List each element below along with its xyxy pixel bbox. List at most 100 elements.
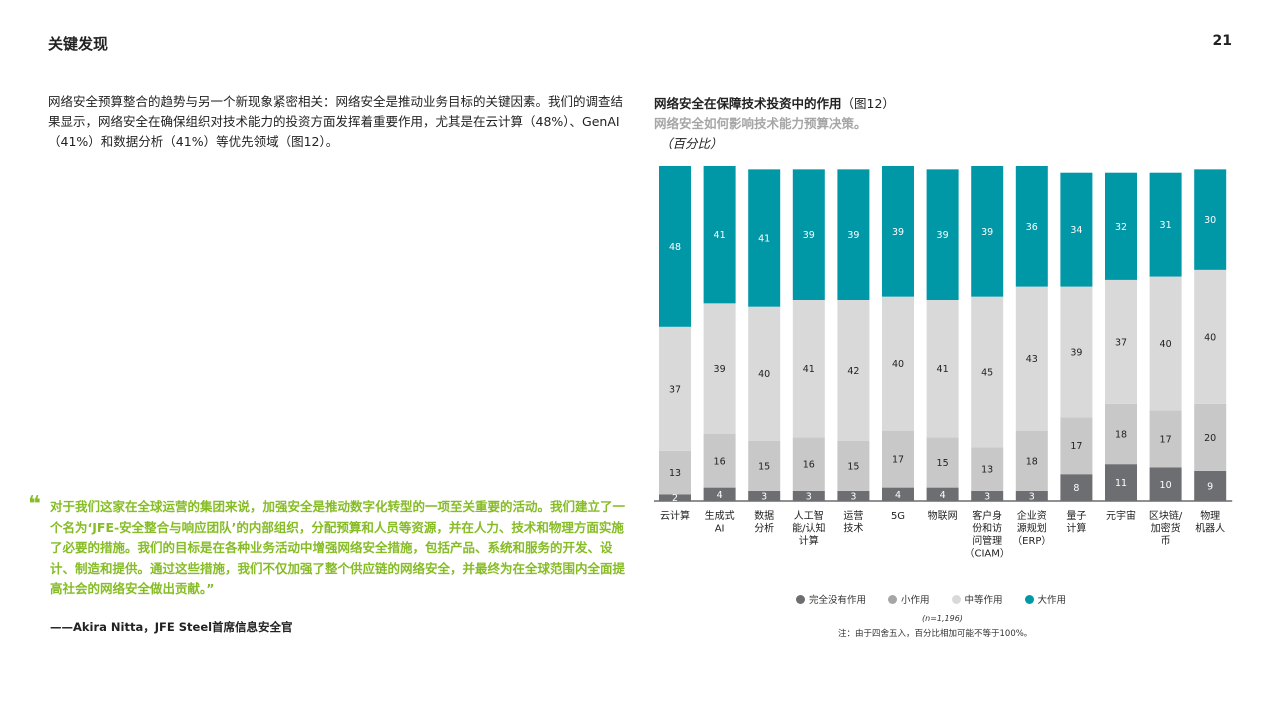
data-label: 4 [895,490,901,501]
bar-segment [748,169,781,307]
bar-segment [882,296,914,431]
bar-segment [837,490,870,501]
legend-item: 中等作用 [951,592,1003,606]
bar-segment [882,430,914,488]
bar-segment [659,166,691,327]
bar-segment [1015,430,1048,491]
data-label: 45 [981,368,993,379]
bar-segment [792,300,825,438]
legend-swatch [1024,594,1034,604]
data-label: 40 [758,369,770,380]
data-label: 43 [1026,354,1038,365]
data-label: 41 [803,364,815,375]
bar-segment [1060,417,1093,475]
bar-segment [792,437,825,491]
data-label: 13 [669,468,681,479]
bar-segment [659,494,691,501]
data-label: 34 [1070,225,1082,236]
chart-title: 网络安全在保障技术投资中的作用（图12） [654,96,895,111]
bar-segment [926,437,959,488]
data-label: 16 [714,456,726,467]
data-label: 3 [806,491,812,502]
data-label: 4 [940,490,946,501]
chart-note: 注：由于四舍五入，百分比相加可能不等于100%。 [838,629,1033,639]
chart-unit: （百分比） [660,136,723,151]
data-label: 41 [758,234,770,245]
bar-segment [971,296,1004,448]
data-label: 37 [669,384,681,395]
legend-swatch [796,594,805,604]
category-label: 企业资源规划（ERP） [1012,509,1051,547]
data-label: 39 [937,230,949,241]
data-label: 42 [847,366,859,377]
category-label: 元宇宙 [1106,509,1136,522]
data-label: 3 [850,491,856,502]
category-label: 人工智能/认知计算 [792,509,825,547]
data-label: 39 [981,227,993,238]
category-label: 数据分析 [754,509,774,535]
data-label: 4 [717,490,723,501]
bar-segment [748,440,781,491]
bar-segment [703,303,736,434]
bar-segment [971,166,1004,297]
bar-segment [882,166,914,297]
data-label: 37 [1115,337,1127,348]
legend-label: 完全没有作用 [809,595,867,606]
chart-subtitle: 网络安全如何影响技术能力预算决策。 [654,116,867,131]
bar-segment [837,169,870,300]
bar-segment [1105,279,1137,404]
legend-item: 完全没有作用 [796,592,866,606]
category-label: 云计算 [660,509,690,522]
data-label: 3 [984,491,990,502]
bar-segment [1105,403,1137,465]
category-label: 物联网 [928,509,958,522]
data-label: 40 [1160,339,1172,350]
bar-segment [1015,286,1048,431]
legend-label: 大作用 [1037,595,1067,606]
bar-segment [1015,490,1048,501]
data-label: 15 [937,458,949,469]
bar-segment [659,450,691,495]
bar-segment [792,169,825,300]
legend-item: 小作用 [888,592,930,606]
bar-segment [703,487,736,501]
bar-segment [748,490,781,501]
quote-author: ——Akira Nitta，JFE Steel首席信息安全官 [50,620,293,634]
data-label: 40 [892,359,904,370]
page-number: 21 [1212,33,1232,49]
data-label: 16 [803,460,815,471]
data-label: 39 [714,364,726,375]
bar-segment [1105,172,1137,280]
bar-segment [703,434,736,488]
data-label: 9 [1207,481,1213,492]
bar-segment [1194,403,1227,471]
bar-segment [792,490,825,501]
chart-legend: 完全没有作用 小作用 中等作用 大作用 [796,592,1066,606]
data-label: 31 [1160,220,1172,231]
bar-segment [882,487,914,501]
bar-segment [1105,464,1137,501]
bar-segment [926,300,959,438]
data-label: 17 [892,455,904,466]
bar-segment [1194,169,1227,270]
data-label: 40 [1204,332,1216,343]
data-label: 39 [803,230,815,241]
category-label: 运营技术 [843,509,863,535]
data-label: 20 [1204,433,1216,444]
legend-label: 中等作用 [964,595,1003,606]
data-label: 15 [847,461,859,472]
data-label: 18 [1115,430,1127,441]
bar-segment [659,326,691,451]
legend-item: 大作用 [1024,592,1067,606]
bar-segment [1060,474,1093,501]
bar-segment [1060,172,1093,287]
legend-swatch [888,594,898,604]
data-label: 17 [1160,435,1172,446]
bar-segment [926,169,959,300]
bar-segment [1015,166,1048,287]
bar-segment [1060,286,1093,418]
sample-size: (n=1,196) [922,614,963,623]
bar-segment [837,300,870,441]
bar-segment [703,166,736,304]
bar-segment [748,306,781,441]
